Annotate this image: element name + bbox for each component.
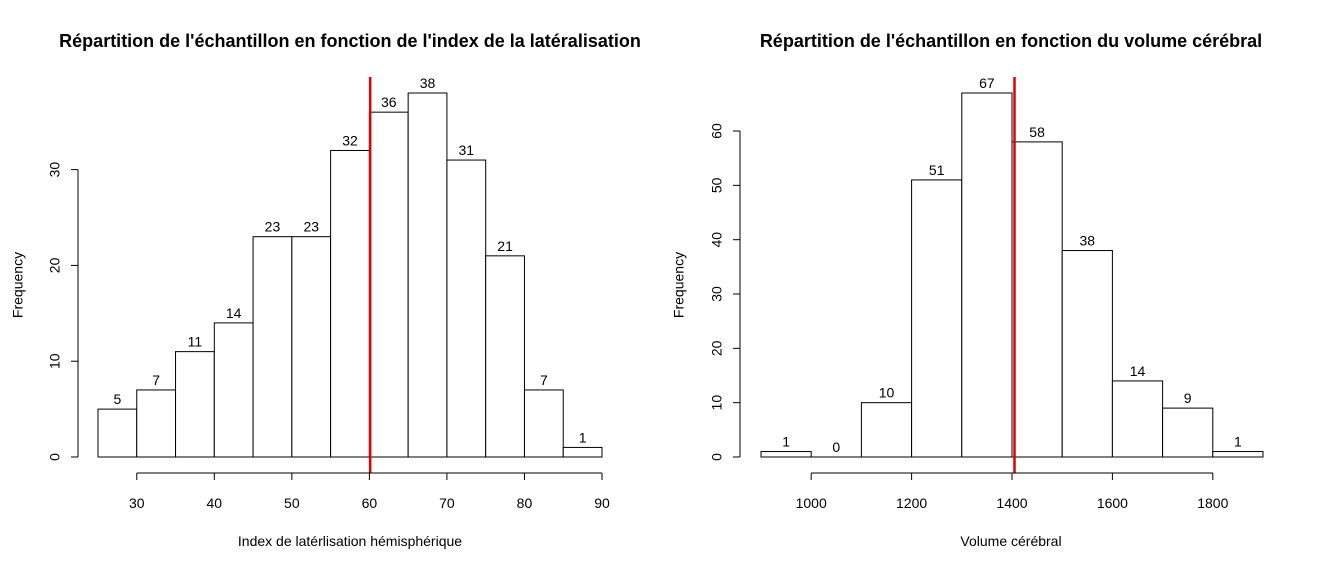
- x-axis-title: Volume cérébral: [960, 533, 1061, 549]
- histogram-bar: [252, 236, 293, 458]
- bar-value-label: 23: [265, 219, 281, 235]
- x-tick-label: 1200: [896, 495, 927, 511]
- x-tick-label: 50: [284, 495, 300, 511]
- x-tick-label: 90: [594, 495, 610, 511]
- histogram-bar: [1061, 250, 1113, 458]
- histogram-bar: [368, 111, 409, 458]
- histogram-bar: [136, 389, 177, 458]
- y-tick-label: 20: [709, 340, 725, 356]
- bar-value-label: 21: [497, 238, 513, 254]
- histogram-bar: [485, 255, 525, 458]
- y-tick-label: 30: [709, 286, 725, 302]
- histogram-bar: [1212, 451, 1264, 458]
- histogram-bar: [446, 159, 487, 458]
- histogram-bar: [1011, 141, 1063, 458]
- histogram-bar: [523, 389, 564, 458]
- bar-value-label: 32: [342, 132, 358, 148]
- bar-value-label: 7: [152, 372, 160, 388]
- histogram-bar: [961, 92, 1013, 458]
- bar-value-label: 1: [579, 429, 587, 445]
- bar-value-label: 67: [979, 75, 995, 91]
- y-axis-title: Frequency: [671, 252, 687, 318]
- histogram-bar: [562, 446, 603, 458]
- histogram-bar: [213, 322, 254, 458]
- bar-value-label: 36: [381, 94, 397, 110]
- histogram-volume: Répartition de l'échantillon en fonction…: [671, 31, 1264, 549]
- histogram-bar: [860, 402, 913, 458]
- histogram-bar: [1111, 380, 1164, 458]
- bar-value-label: 14: [1130, 363, 1146, 379]
- bar-value-label: 11: [188, 334, 203, 350]
- histogram-bar: [97, 408, 138, 458]
- bar-value-label: 14: [226, 305, 242, 321]
- histogram-lateralisation: Répartition de l'échantillon en fonction…: [10, 31, 641, 549]
- histogram-bar: [175, 351, 215, 458]
- bar-value-label: 10: [879, 385, 895, 401]
- y-tick-label: 40: [709, 232, 725, 248]
- x-tick-label: 80: [517, 495, 533, 511]
- y-tick-label: 10: [47, 353, 63, 369]
- y-tick-label: 30: [47, 162, 63, 178]
- bar-value-label: 23: [303, 219, 319, 235]
- y-tick-label: 10: [709, 395, 725, 411]
- x-tick-label: 70: [439, 495, 455, 511]
- bar-value-label: 31: [459, 142, 475, 158]
- x-tick-label: 1000: [796, 495, 827, 511]
- chart-title: Répartition de l'échantillon en fonction…: [59, 31, 641, 51]
- histogram-bar: [330, 149, 370, 458]
- x-tick-label: 1600: [1097, 495, 1128, 511]
- x-tick-label: 1800: [1197, 495, 1228, 511]
- bar-value-label: 38: [420, 75, 436, 91]
- y-axis-title: Frequency: [10, 252, 26, 318]
- bar-value-label: 38: [1080, 233, 1096, 249]
- histogram-bar: [911, 179, 963, 458]
- bar-value-label: 51: [929, 162, 945, 178]
- bar-value-label: 7: [540, 372, 548, 388]
- x-tick-label: 40: [207, 495, 223, 511]
- y-tick-label: 50: [709, 177, 725, 193]
- y-tick-label: 60: [709, 123, 725, 139]
- bar-value-label: 1: [782, 434, 790, 450]
- bar-value-label: 58: [1029, 124, 1045, 140]
- x-tick-label: 30: [129, 495, 145, 511]
- histogram-bar: [407, 92, 448, 458]
- bar-value-label: 1: [1234, 434, 1242, 450]
- x-axis-title: Index de latérlisation hémisphérique: [238, 533, 462, 549]
- y-tick-label: 0: [709, 453, 725, 461]
- x-tick-label: 1400: [996, 495, 1027, 511]
- x-tick-label: 60: [362, 495, 378, 511]
- histogram-bar: [291, 236, 332, 458]
- histogram-bar: [760, 451, 812, 458]
- bar-value-label: 5: [113, 391, 121, 407]
- chart-title: Répartition de l'échantillon en fonction…: [760, 31, 1262, 51]
- histogram-bar: [1162, 407, 1214, 458]
- y-tick-label: 0: [47, 453, 63, 461]
- bar-value-label: 9: [1184, 390, 1192, 406]
- y-tick-label: 20: [47, 257, 63, 273]
- bar-value-label: 0: [832, 439, 840, 455]
